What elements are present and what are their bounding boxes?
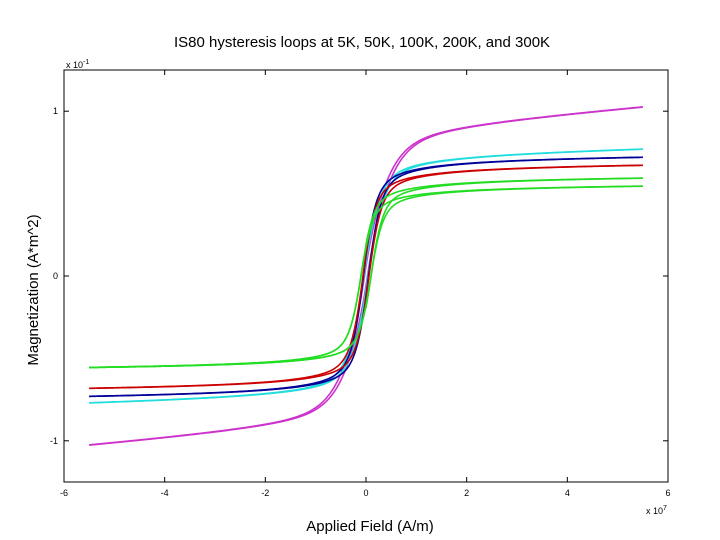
x-tick-label: 4 <box>565 488 570 498</box>
x-tick-label: 0 <box>363 488 368 498</box>
x-tick-label: -6 <box>60 488 68 498</box>
series-line-3-descending <box>89 156 643 398</box>
x-tick-label: 2 <box>464 488 469 498</box>
y-tick-label: 0 <box>53 271 58 281</box>
series-line-4-descending <box>89 164 643 390</box>
y-tick-label: 1 <box>53 106 58 116</box>
x-tick-label: 6 <box>665 488 670 498</box>
x-axis-multiplier: x 107 <box>646 505 667 516</box>
series-layer <box>89 106 643 446</box>
x-tick-label: -2 <box>261 488 269 498</box>
x-axis-label: Applied Field (A/m) <box>306 518 434 535</box>
series-line-6-descending <box>89 185 643 369</box>
series-line-3-ascending <box>89 156 643 398</box>
y-tick-label: -1 <box>50 436 58 446</box>
series-line-4-ascending <box>89 164 643 390</box>
chart-title: IS80 hysteresis loops at 5K, 50K, 100K, … <box>174 34 550 51</box>
y-axis-label: Magnetization (A*m^2) <box>25 214 42 365</box>
series-line-5-ascending <box>89 177 643 369</box>
tick-layer: -6 -4 -2 0 2 4 6 -1 0 1 <box>50 70 671 498</box>
x-tick-label: -4 <box>161 488 169 498</box>
series-line-5-descending <box>89 177 643 369</box>
plot-area <box>63 69 669 483</box>
series-line-6-ascending <box>89 185 643 369</box>
y-axis-multiplier: x 10-1 <box>66 59 89 70</box>
